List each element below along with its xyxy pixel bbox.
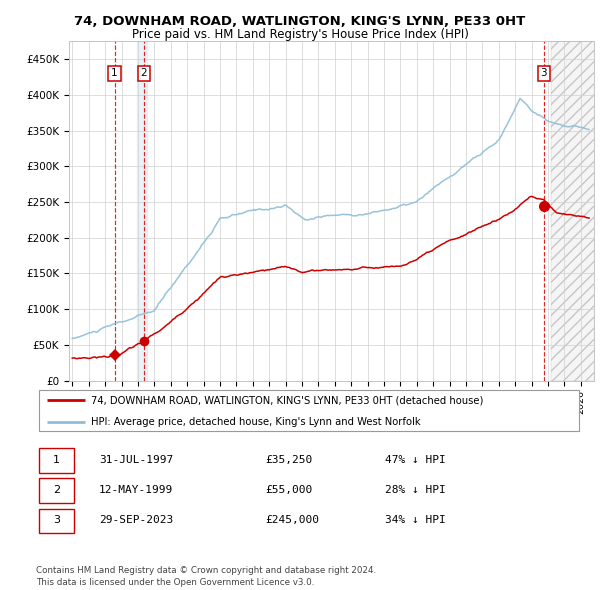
Text: 74, DOWNHAM ROAD, WATLINGTON, KING'S LYNN, PE33 0HT (detached house): 74, DOWNHAM ROAD, WATLINGTON, KING'S LYN… <box>91 395 483 405</box>
Text: £35,250: £35,250 <box>265 455 313 465</box>
Text: 2: 2 <box>140 68 147 78</box>
Text: 34% ↓ HPI: 34% ↓ HPI <box>385 515 446 525</box>
Text: £245,000: £245,000 <box>265 515 319 525</box>
Text: 1: 1 <box>111 68 118 78</box>
Text: 28% ↓ HPI: 28% ↓ HPI <box>385 485 446 495</box>
Text: £55,000: £55,000 <box>265 485 313 495</box>
Text: 2: 2 <box>53 485 60 495</box>
Text: 12-MAY-1999: 12-MAY-1999 <box>99 485 173 495</box>
Text: 1: 1 <box>53 455 60 465</box>
Text: Contains HM Land Registry data © Crown copyright and database right 2024.
This d: Contains HM Land Registry data © Crown c… <box>36 566 376 587</box>
Text: 47% ↓ HPI: 47% ↓ HPI <box>385 455 446 465</box>
FancyBboxPatch shape <box>39 509 74 533</box>
Text: 3: 3 <box>541 68 547 78</box>
Text: 3: 3 <box>53 515 60 525</box>
FancyBboxPatch shape <box>39 478 74 503</box>
FancyBboxPatch shape <box>39 448 74 473</box>
Bar <box>551 41 600 381</box>
Text: 29-SEP-2023: 29-SEP-2023 <box>99 515 173 525</box>
Text: 31-JUL-1997: 31-JUL-1997 <box>99 455 173 465</box>
Bar <box>137 41 147 381</box>
Text: Price paid vs. HM Land Registry's House Price Index (HPI): Price paid vs. HM Land Registry's House … <box>131 28 469 41</box>
Text: HPI: Average price, detached house, King's Lynn and West Norfolk: HPI: Average price, detached house, King… <box>91 417 420 427</box>
FancyBboxPatch shape <box>39 389 579 431</box>
Bar <box>551 41 600 381</box>
Text: 74, DOWNHAM ROAD, WATLINGTON, KING'S LYNN, PE33 0HT: 74, DOWNHAM ROAD, WATLINGTON, KING'S LYN… <box>74 15 526 28</box>
